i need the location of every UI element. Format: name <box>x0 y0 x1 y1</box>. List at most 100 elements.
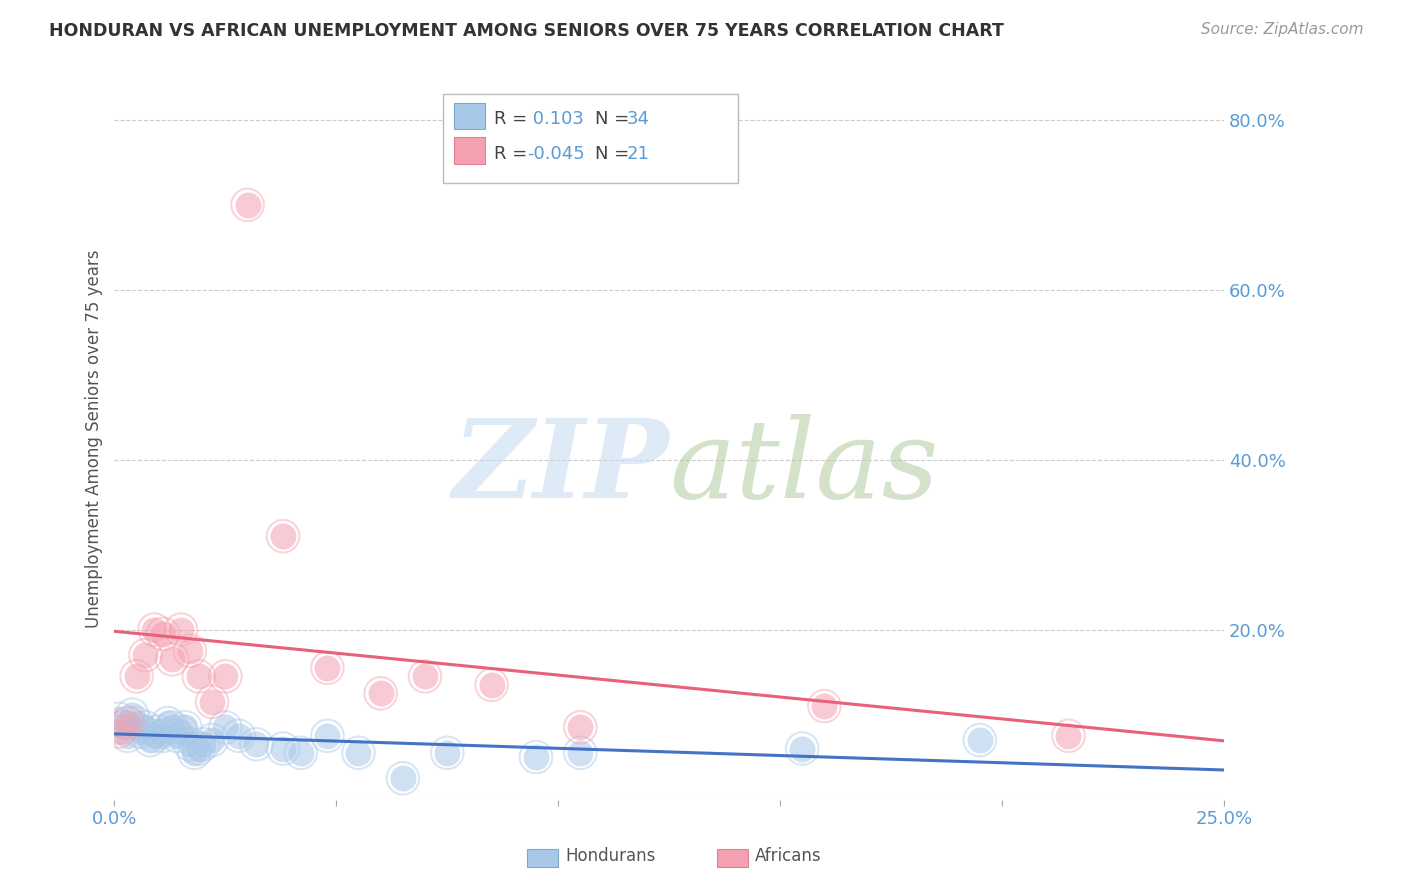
Point <box>271 529 294 543</box>
Point <box>179 644 201 658</box>
Point <box>160 720 183 734</box>
Point <box>214 720 236 734</box>
Point <box>129 724 152 739</box>
Point <box>1057 729 1080 743</box>
Point <box>108 724 131 739</box>
Point <box>160 652 183 666</box>
Text: 34: 34 <box>627 110 650 128</box>
Point <box>316 729 339 743</box>
Point <box>121 707 143 722</box>
Point <box>236 198 259 212</box>
Point <box>152 627 174 641</box>
Point <box>245 737 267 751</box>
Point <box>191 737 214 751</box>
Point <box>569 746 592 760</box>
Point <box>134 720 156 734</box>
Point <box>152 627 174 641</box>
Text: HONDURAN VS AFRICAN UNEMPLOYMENT AMONG SENIORS OVER 75 YEARS CORRELATION CHART: HONDURAN VS AFRICAN UNEMPLOYMENT AMONG S… <box>49 22 1004 40</box>
Point <box>117 729 139 743</box>
Point <box>481 678 503 692</box>
Point <box>214 669 236 683</box>
Point <box>436 746 458 760</box>
Text: R =: R = <box>494 110 533 128</box>
Point <box>370 686 392 700</box>
Point <box>228 729 250 743</box>
Text: atlas: atlas <box>669 414 939 521</box>
Point <box>271 741 294 756</box>
Text: 21: 21 <box>627 145 650 162</box>
Point <box>143 729 166 743</box>
Point <box>347 746 370 760</box>
Point <box>569 720 592 734</box>
Point <box>117 716 139 731</box>
Point <box>125 669 148 683</box>
Point <box>108 712 131 726</box>
Point <box>347 746 370 760</box>
Point <box>792 741 814 756</box>
Point <box>125 716 148 731</box>
Point <box>112 720 135 734</box>
Point <box>143 729 166 743</box>
Text: ZIP: ZIP <box>453 414 669 521</box>
Text: N =: N = <box>595 110 634 128</box>
Point <box>179 737 201 751</box>
Point <box>170 724 193 739</box>
Point <box>191 737 214 751</box>
Point <box>392 772 415 786</box>
Point <box>125 716 148 731</box>
Point <box>214 669 236 683</box>
Point <box>201 733 224 747</box>
Point <box>183 746 205 760</box>
Point <box>148 724 170 739</box>
Text: 0.103: 0.103 <box>527 110 583 128</box>
Text: -0.045: -0.045 <box>527 145 585 162</box>
Text: Hondurans: Hondurans <box>565 847 655 865</box>
Point <box>524 750 547 764</box>
Point <box>187 741 209 756</box>
Point <box>183 746 205 760</box>
Text: Africans: Africans <box>755 847 821 865</box>
Point <box>370 686 392 700</box>
Point <box>134 720 156 734</box>
Point <box>436 746 458 760</box>
Point <box>121 707 143 722</box>
Point <box>170 623 193 637</box>
Point <box>290 746 312 760</box>
Point <box>108 724 131 739</box>
Point <box>117 716 139 731</box>
Point <box>179 644 201 658</box>
Point <box>134 648 156 662</box>
Point <box>117 729 139 743</box>
Point <box>316 729 339 743</box>
Point <box>134 648 156 662</box>
Point <box>569 720 592 734</box>
Point <box>201 695 224 709</box>
Point <box>392 772 415 786</box>
Point <box>148 724 170 739</box>
Point <box>245 737 267 751</box>
Point <box>179 737 201 751</box>
Point <box>413 669 436 683</box>
Point <box>108 712 131 726</box>
Text: R =: R = <box>494 145 533 162</box>
Point <box>813 699 835 714</box>
Point <box>413 669 436 683</box>
Point <box>187 669 209 683</box>
Point <box>129 724 152 739</box>
Point <box>969 733 991 747</box>
Point <box>316 661 339 675</box>
Point <box>156 716 179 731</box>
Point <box>290 746 312 760</box>
Point <box>143 623 166 637</box>
Point <box>316 661 339 675</box>
Point <box>139 733 162 747</box>
Point <box>166 729 188 743</box>
Point <box>160 720 183 734</box>
Point <box>152 729 174 743</box>
Point <box>1057 729 1080 743</box>
Y-axis label: Unemployment Among Seniors over 75 years: Unemployment Among Seniors over 75 years <box>86 249 103 628</box>
Point <box>187 741 209 756</box>
Point <box>143 623 166 637</box>
Point <box>201 733 224 747</box>
Point <box>228 729 250 743</box>
